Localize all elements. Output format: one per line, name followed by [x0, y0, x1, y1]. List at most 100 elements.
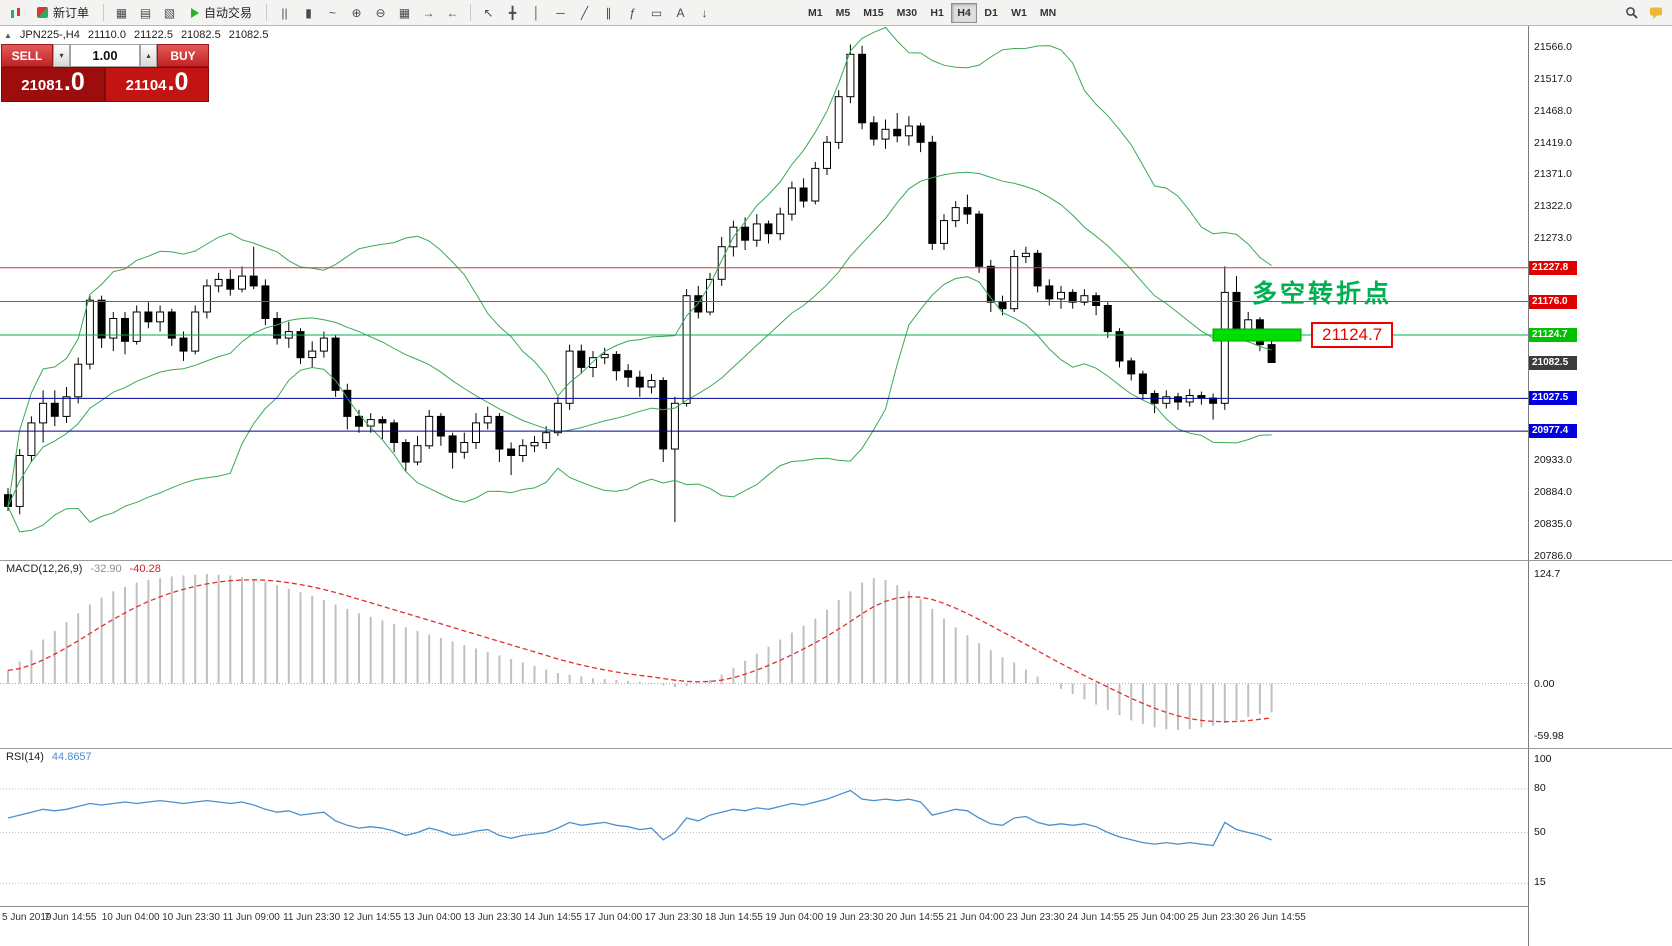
horizontal-line-icon[interactable]: ─	[549, 2, 572, 23]
timeframe-m5[interactable]: M5	[830, 3, 857, 23]
sell-button[interactable]: SELL	[1, 44, 53, 67]
panel-separator[interactable]	[0, 560, 1672, 561]
candle	[85, 299, 94, 365]
bollinger-bands	[7, 26, 1272, 533]
candle	[1232, 291, 1241, 332]
arrows-icon[interactable]: ↓	[693, 2, 716, 23]
chart-shift-icon[interactable]: ←	[441, 2, 464, 23]
candle	[682, 295, 691, 404]
rsi-label: RSI(14) 44.8657	[6, 751, 92, 763]
candle	[366, 419, 375, 427]
drawing-tools-group: ↖ ╋ │ ─ ╱ ∥ ƒ ▭ A ↓	[477, 2, 716, 23]
volume-increase-button[interactable]: ▴	[140, 44, 157, 67]
one-click-trading-panel: SELL ▾ ▴ BUY 21081.0 21104.0	[1, 44, 209, 102]
volume-decrease-button[interactable]: ▾	[53, 44, 70, 67]
buy-price-button[interactable]: 21104.0	[105, 67, 209, 102]
toolbar: 新订单 ▦ ▤ ▧ 自动交易 || ▮ ~ ⊕ ⊖ ▦ → ← ↖ ╋ │ ─ ╱ ∥ ƒ ▭ A ↓ M1 M5 M1…	[0, 0, 1672, 26]
play-icon	[191, 7, 200, 18]
time-label: 13 Jun 23:30	[463, 912, 522, 923]
sell-price-frac: .0	[63, 68, 85, 96]
candle	[202, 285, 211, 313]
search-icon[interactable]	[1620, 2, 1643, 23]
crosshair-icon[interactable]: ╋	[501, 2, 524, 23]
candle	[109, 318, 118, 339]
buy-button[interactable]: BUY	[157, 44, 209, 67]
time-label: 11 Jun 23:30	[283, 912, 341, 923]
ohlc-close: 21082.5	[228, 29, 269, 41]
rsi-panel	[0, 788, 1528, 884]
candle	[39, 402, 48, 424]
time-label: 7 Jun 14:55	[44, 912, 97, 923]
rsi-axis-label: 15	[1534, 876, 1546, 889]
time-label: 11 Jun 09:00	[222, 912, 280, 923]
price-tick: 21371.0	[1534, 168, 1572, 181]
bar-chart-icon[interactable]: ||	[273, 2, 296, 23]
auto-scroll-icon[interactable]: →	[417, 2, 440, 23]
candle	[787, 187, 796, 215]
timeframe-w1[interactable]: W1	[1005, 3, 1033, 23]
annotation-layer[interactable]	[1212, 328, 1302, 342]
zoom-in-icon[interactable]: ⊕	[345, 2, 368, 23]
new-order-button[interactable]: 新订单	[29, 2, 97, 23]
timeframe-mn[interactable]: MN	[1034, 3, 1062, 23]
chat-icon[interactable]	[1645, 2, 1668, 23]
candle	[483, 415, 492, 424]
line-chart-icon[interactable]: ~	[321, 2, 344, 23]
vertical-line-icon[interactable]: │	[525, 2, 548, 23]
candle	[600, 353, 609, 359]
candle	[635, 376, 644, 388]
chart-canvas[interactable]	[0, 0, 1528, 946]
candle	[214, 278, 223, 287]
cursor-icon[interactable]: ↖	[477, 2, 500, 23]
timeframe-h1[interactable]: H1	[924, 3, 950, 23]
macd-axis-label: -59.98	[1534, 730, 1564, 743]
time-axis[interactable]: 5 Jun 2019 7 Jun 14:55 10 Jun 04:00 10 Jun …	[0, 906, 1529, 934]
tile-windows-icon[interactable]: ▦	[393, 2, 416, 23]
channel-icon[interactable]: ∥	[597, 2, 620, 23]
sell-price-button[interactable]: 21081.0	[1, 67, 105, 102]
candle	[998, 301, 1007, 310]
price-tick: 20884.0	[1534, 486, 1572, 499]
timeframe-h4[interactable]: H4	[951, 2, 978, 23]
timeframe-m30[interactable]: M30	[891, 3, 923, 23]
time-label: 23 Jun 23:30	[1006, 912, 1065, 923]
timeframe-m15[interactable]: M15	[857, 3, 889, 23]
zoom-out-icon[interactable]: ⊖	[369, 2, 392, 23]
price-badge: 21082.5	[1529, 355, 1577, 370]
timeframe-m1[interactable]: M1	[802, 3, 829, 23]
shapes-icon[interactable]: ▭	[645, 2, 668, 23]
candlestick-chart-icon[interactable]: ▮	[297, 2, 320, 23]
candle	[1138, 373, 1147, 395]
candle	[518, 445, 527, 457]
candle	[238, 275, 246, 290]
price-tick: 21468.0	[1534, 105, 1572, 118]
time-label: 25 Jun 04:00	[1127, 912, 1186, 923]
turning-point-annotation[interactable]: 多空转折点	[1252, 280, 1393, 308]
candle	[670, 402, 679, 450]
candle	[1174, 396, 1182, 403]
price-axis[interactable]: 21566.0 21517.0 21468.0 21419.0 21371.0 21322…	[1528, 0, 1672, 946]
text-icon[interactable]: A	[669, 2, 692, 23]
fibonacci-icon[interactable]: ƒ	[621, 2, 644, 23]
time-label: 10 Jun 23:30	[162, 912, 220, 923]
panel-separator[interactable]	[0, 748, 1672, 749]
view-icon-group: ▦ ▤ ▧	[110, 2, 181, 23]
collapse-panel-icon[interactable]: ▲	[4, 30, 12, 40]
time-label: 5 Jun 2019	[2, 912, 52, 923]
market-watch-icon[interactable]: ▤	[134, 2, 157, 23]
candle	[156, 311, 165, 323]
candle	[121, 318, 129, 342]
charts-tile-icon[interactable]: ▦	[110, 2, 133, 23]
navigator-icon[interactable]: ▧	[158, 2, 181, 23]
auto-trading-button[interactable]: 自动交易	[183, 2, 260, 23]
price-tick: 20933.0	[1534, 454, 1572, 467]
price-badge: 20977.4	[1529, 424, 1577, 439]
candle	[50, 402, 59, 417]
trendline-icon[interactable]: ╱	[573, 2, 596, 23]
timeframe-d1[interactable]: D1	[978, 3, 1004, 23]
candle	[1010, 256, 1019, 310]
highlight-price-tag[interactable]: 21124.7	[1311, 322, 1394, 349]
macd-label: MACD(12,26,9) -32.90 -40.28	[6, 563, 161, 575]
volume-input[interactable]	[70, 44, 140, 67]
time-label: 10 Jun 04:00	[101, 912, 160, 923]
